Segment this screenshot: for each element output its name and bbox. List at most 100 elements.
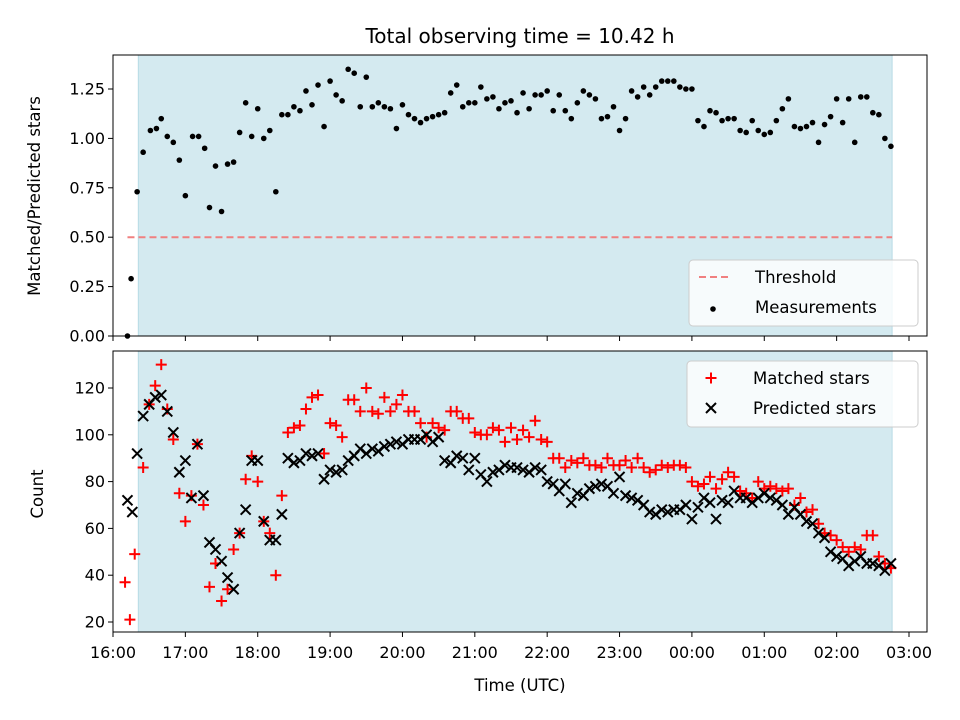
- matched-stars-point: [553, 452, 565, 464]
- legend-entry-label: Matched stars: [753, 369, 870, 388]
- matched-stars-point: [179, 515, 191, 527]
- measurement-point: [201, 145, 208, 152]
- measurement-point: [490, 94, 496, 100]
- measurement-point: [610, 103, 617, 110]
- measurement-point: [189, 133, 196, 140]
- x-axis-label: Time (UTC): [473, 676, 565, 695]
- legend-matched-swatch: [705, 372, 717, 384]
- measurement-point: [236, 129, 243, 136]
- predicted-stars-point: [173, 466, 186, 478]
- predicted-stars-point: [662, 506, 674, 518]
- matched-stars-point: [270, 569, 282, 581]
- measurement-point: [568, 115, 575, 122]
- measurement-point: [285, 111, 291, 118]
- measurement-point: [321, 123, 327, 130]
- predicted-stars-point: [318, 473, 330, 485]
- predicted-stars-point: [541, 475, 553, 488]
- legend-box: [688, 259, 919, 327]
- predicted-stars-point: [121, 494, 134, 507]
- measurement-point: [785, 96, 792, 102]
- matched-stars-point: [312, 389, 324, 401]
- measurement-point: [574, 100, 581, 106]
- matched-stars-point: [282, 426, 294, 438]
- ratio-panel: 0.00 0.25 0.50 0.75 1.00 1.25 Threshold Measure…: [69, 54, 928, 346]
- measurement-point: [459, 103, 466, 110]
- matched-stars-point: [674, 459, 686, 471]
- matched-stars-point: [505, 422, 517, 434]
- predicted-stars-point: [716, 494, 728, 507]
- matched-stars-point: [372, 408, 384, 420]
- matched-stars-point: [433, 422, 445, 434]
- measurement-point: [514, 109, 520, 116]
- measurement-point: [677, 84, 683, 90]
- predicted-stars-point: [571, 487, 584, 500]
- measurement-point: [147, 127, 154, 134]
- measurement-point: [333, 92, 339, 98]
- matched-stars-point: [318, 448, 330, 460]
- predicted-stars-point: [885, 557, 897, 570]
- measurement-point: [671, 78, 677, 84]
- matched-stars-point: [698, 478, 710, 490]
- predicted-stars-point: [239, 503, 252, 516]
- matched-stars-point: [129, 548, 141, 560]
- measurement-point: [803, 123, 810, 130]
- measurement-point: [381, 103, 388, 110]
- matched-stars-point: [240, 473, 252, 485]
- matched-stars-point: [511, 433, 523, 445]
- measurement-point: [357, 103, 364, 110]
- predicted-stars-point: [511, 461, 523, 474]
- measurement-point: [260, 135, 267, 142]
- y-tick-label: 60: [85, 519, 105, 538]
- measurement-point: [453, 82, 460, 88]
- matched-stars-point: [728, 471, 740, 483]
- measurement-point: [393, 125, 400, 132]
- predicted-stars-point: [457, 452, 469, 464]
- y-tick-label: 40: [85, 566, 105, 585]
- y-tick-label: 0.75: [69, 178, 105, 197]
- matched-stars-point: [523, 431, 535, 443]
- measurement-point: [248, 133, 255, 140]
- measurement-point: [870, 109, 876, 116]
- predicted-stars-point: [161, 405, 173, 418]
- matched-stars-point: [384, 405, 396, 417]
- matched-stars-point: [173, 487, 185, 499]
- matched-stars-point: [614, 459, 626, 471]
- predicted-stars-point: [565, 496, 578, 509]
- predicted-stars-point: [197, 489, 210, 502]
- predicted-stars-point: [215, 555, 228, 567]
- matched-stars-point: [565, 455, 577, 467]
- matched-stars-point: [686, 476, 698, 488]
- measurement-point: [580, 88, 587, 94]
- measurement-point: [164, 133, 171, 140]
- predicted-stars-point: [233, 527, 246, 539]
- predicted-stars-point: [300, 447, 312, 460]
- predicted-stars-point: [487, 466, 499, 478]
- predicted-stars-point: [595, 478, 608, 490]
- measurement-point: [375, 100, 382, 106]
- predicted-stars-point: [656, 503, 668, 516]
- measurement-point: [695, 117, 701, 124]
- predicted-stars-point: [692, 501, 704, 514]
- measurement-point: [484, 96, 490, 102]
- chart-title: Total observing time = 10.42 h: [364, 24, 674, 48]
- measurement-point: [743, 129, 749, 136]
- legend-entry-label: Predicted stars: [753, 399, 876, 418]
- matched-stars-point: [710, 483, 722, 495]
- counts-panel: 20 40 60 80 100 120 16:00 17:00 18:00 19:00 20:00 2…: [74, 350, 932, 662]
- predicted-stars-point: [867, 557, 879, 570]
- measurement-point: [176, 157, 183, 163]
- matched-stars-point: [336, 431, 348, 443]
- matched-stars-point: [203, 581, 215, 593]
- predicted-stars-point: [800, 515, 813, 528]
- measurement-point: [839, 119, 846, 126]
- measurement-point: [327, 78, 333, 84]
- predicted-stars-point: [613, 471, 626, 483]
- measurement-point: [773, 117, 780, 124]
- y-tick-label: 20: [85, 613, 105, 632]
- measurement-point: [882, 135, 888, 142]
- measurement-point: [266, 127, 273, 134]
- x-tick-label: 03:00: [886, 643, 932, 662]
- matched-stars-point: [149, 380, 161, 392]
- matched-stars-point: [843, 546, 855, 558]
- measurement-point: [640, 84, 647, 90]
